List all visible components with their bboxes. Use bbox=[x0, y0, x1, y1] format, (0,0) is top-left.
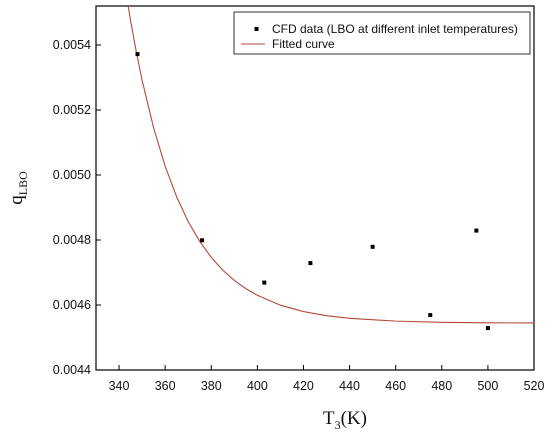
cfd-data-point bbox=[200, 238, 205, 243]
y-tick-label: 0.0054 bbox=[53, 38, 91, 52]
plot-area bbox=[127, 6, 534, 331]
legend-marker-cfd bbox=[254, 27, 259, 31]
y-tick-label: 0.0052 bbox=[53, 103, 91, 117]
y-axis: 0.0044 0.0046 0.0048 0.0050 0.0052 0.0054 bbox=[53, 38, 101, 377]
y-tick-label: 0.0044 bbox=[53, 363, 91, 377]
y-axis-title-main: q bbox=[6, 195, 27, 205]
legend: CFD data (LBO at different inlet tempera… bbox=[233, 11, 531, 55]
cfd-data-point bbox=[474, 228, 479, 233]
cfd-data-point bbox=[262, 280, 267, 285]
x-tick-label: 520 bbox=[524, 379, 545, 393]
x-tick-label: 420 bbox=[293, 379, 314, 393]
x-tick-label: 500 bbox=[477, 379, 498, 393]
x-axis-title-sub: 3 bbox=[335, 418, 341, 432]
x-axis: 340 360 380 400 420 440 460 480 500 520 bbox=[109, 365, 545, 393]
legend-label-cfd: CFD data (LBO at different inlet tempera… bbox=[272, 22, 518, 36]
x-axis-title-main: T bbox=[323, 408, 335, 429]
x-axis-title: T3(K) bbox=[323, 408, 367, 432]
y-tick-label: 0.0050 bbox=[53, 168, 91, 182]
cfd-data-point bbox=[370, 244, 375, 249]
x-axis-title-suffix: (K) bbox=[341, 408, 367, 429]
legend-label-fitted: Fitted curve bbox=[272, 37, 335, 51]
y-tick-label: 0.0048 bbox=[53, 233, 91, 247]
cfd-data-point bbox=[485, 326, 490, 331]
y-axis-title: qLBO bbox=[6, 171, 30, 205]
legend-box bbox=[233, 11, 531, 55]
cfd-data-point bbox=[428, 313, 433, 318]
x-tick-label: 400 bbox=[247, 379, 268, 393]
y-tick-label: 0.0046 bbox=[53, 298, 91, 312]
cfd-data-point bbox=[308, 261, 313, 266]
fitted-curve-line bbox=[127, 6, 534, 324]
x-tick-label: 360 bbox=[155, 379, 176, 393]
x-tick-label: 340 bbox=[109, 379, 130, 393]
x-tick-label: 380 bbox=[201, 379, 222, 393]
cfd-data-point bbox=[135, 52, 140, 57]
plot-frame bbox=[95, 5, 535, 371]
x-tick-label: 480 bbox=[431, 379, 452, 393]
x-tick-label: 460 bbox=[385, 379, 406, 393]
x-tick-label: 440 bbox=[339, 379, 360, 393]
y-axis-title-sub: LBO bbox=[16, 171, 30, 195]
